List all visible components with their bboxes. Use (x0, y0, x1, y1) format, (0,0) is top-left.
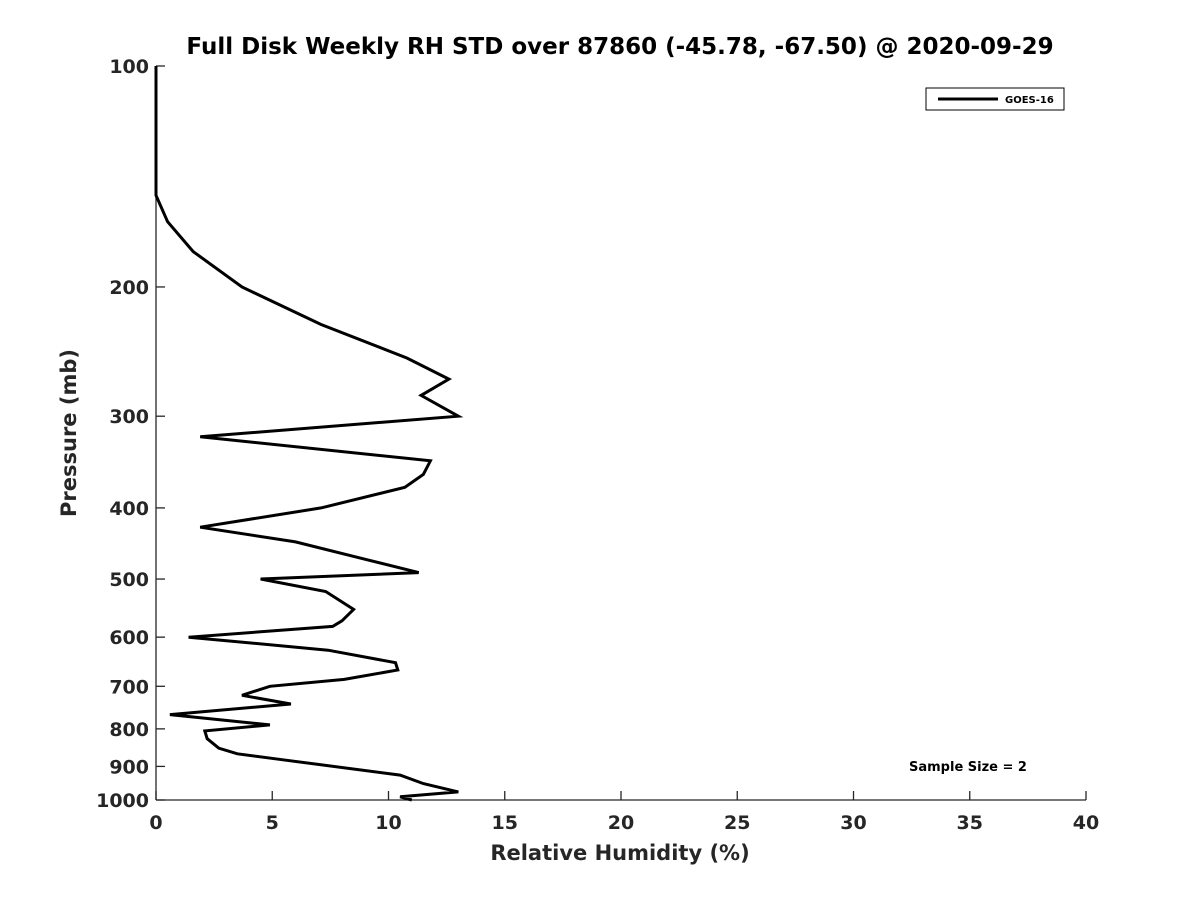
y-tick-label: 700 (109, 676, 149, 698)
y-tick-label: 200 (109, 277, 149, 299)
x-tick-label: 0 (149, 812, 162, 834)
x-axis-label: Relative Humidity (%) (490, 841, 749, 865)
x-tick-label: 20 (608, 812, 634, 834)
chart-title: Full Disk Weekly RH STD over 87860 (-45.… (186, 34, 1053, 60)
y-tick-label: 300 (109, 406, 149, 428)
sample-size-annotation: Sample Size = 2 (909, 760, 1027, 775)
y-tick-label: 100 (109, 56, 149, 78)
series-line-goes-16 (154, 66, 464, 802)
y-tick-label: 800 (109, 719, 149, 741)
legend-label: GOES-16 (1005, 95, 1054, 106)
plot-area (156, 66, 1086, 800)
y-tick-label: 600 (109, 627, 149, 649)
x-tick-label: 35 (957, 812, 983, 834)
x-tick-label: 40 (1073, 812, 1099, 834)
y-tick-label: 500 (109, 569, 149, 591)
legend: GOES-16 (925, 87, 1065, 111)
x-tick-label: 25 (724, 812, 750, 834)
y-axis-ticks: 100 200 300 400 500 600 700 800 900 1000 (96, 56, 165, 812)
x-tick-label: 30 (840, 812, 866, 834)
x-axis-ticks: 0 5 10 15 20 25 30 35 40 (149, 791, 1099, 834)
y-tick-label: 1000 (96, 790, 149, 812)
y-tick-label: 900 (109, 756, 149, 778)
y-tick-label: 400 (109, 498, 149, 520)
y-axis-label: Pressure (mb) (57, 349, 81, 517)
x-tick-label: 10 (375, 812, 401, 834)
x-tick-label: 15 (492, 812, 518, 834)
x-tick-label: 5 (266, 812, 279, 834)
